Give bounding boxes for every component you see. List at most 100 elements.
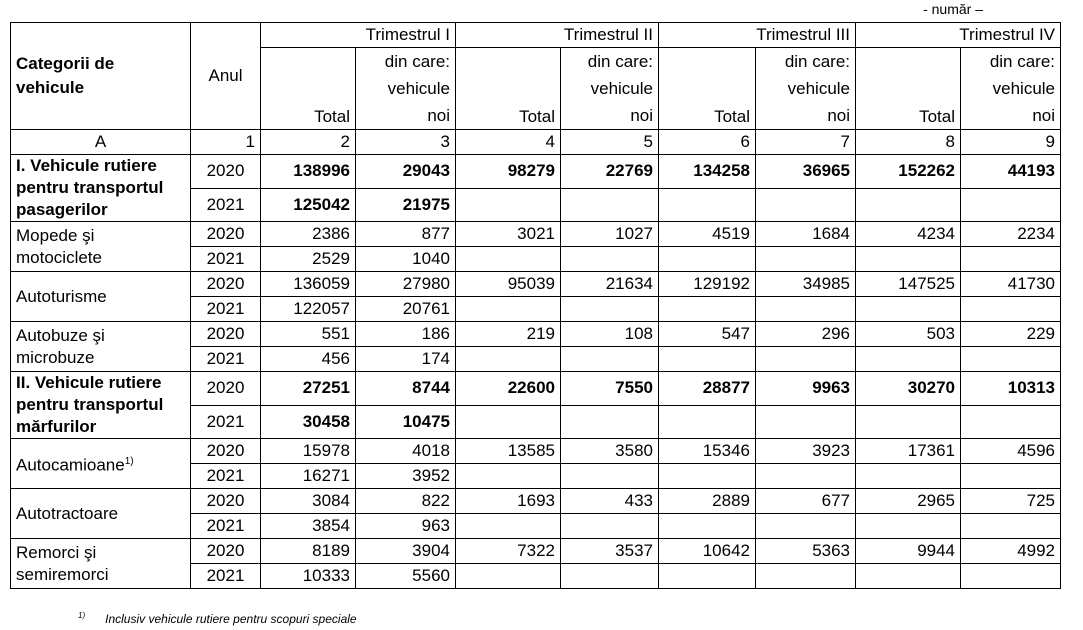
value-cell: 725 (960, 488, 1062, 514)
value-cell: 877 (355, 221, 456, 247)
value-cell: 1684 (754, 221, 857, 247)
value-cell (754, 563, 857, 589)
data-row: 2021 10333 5560 (11, 563, 1062, 589)
value-cell: 15978 (260, 438, 356, 464)
value-cell (658, 563, 756, 589)
value-cell: 7322 (455, 538, 561, 564)
data-row: 2021 125042 21975 (11, 187, 1062, 222)
category-text: Autotractoare (16, 503, 119, 523)
data-row: Autoturisme 2020 136059 27980 95039 21634 1291… (10, 271, 1062, 322)
value-cell (560, 404, 659, 439)
subheader: Total (260, 47, 356, 130)
value-cell (855, 346, 962, 372)
subheader: din care: vehicule noi (355, 47, 456, 130)
value-cell: 17361 (855, 438, 962, 464)
value-cell: 20761 (355, 296, 456, 322)
category-cell: Autobuze şi microbuze (10, 321, 191, 372)
value-cell: 2386 (260, 221, 356, 247)
value-cell: 3923 (754, 438, 857, 464)
value-cell (754, 346, 857, 372)
value-cell (455, 246, 561, 272)
year-cell: 2021 (190, 187, 261, 222)
value-cell: 456 (260, 346, 356, 372)
value-cell (560, 563, 659, 589)
value-cell: 13585 (455, 438, 561, 464)
value-cell: 1693 (455, 488, 561, 514)
value-cell (754, 296, 857, 322)
value-cell: 822 (355, 488, 456, 514)
data-row: 2021 30458 10475 (11, 404, 1062, 439)
value-cell: 29043 (355, 154, 456, 189)
value-cell (658, 296, 756, 322)
note-mark: 1) (124, 455, 134, 467)
value-cell (960, 563, 1062, 589)
value-cell: 10642 (658, 538, 756, 564)
index-cell: A (10, 129, 191, 155)
subheader: din care: vehicule noi (754, 47, 857, 130)
index-cell: 7 (754, 129, 857, 155)
value-cell: 4519 (658, 221, 756, 247)
value-cell (960, 463, 1062, 489)
value-cell: 503 (855, 321, 962, 347)
value-cell (754, 513, 857, 539)
value-cell (455, 346, 561, 372)
category-text: Autocamioane (16, 455, 125, 475)
value-cell (455, 563, 561, 589)
year-cell: 2021 (190, 563, 261, 589)
category-text: I. Vehicule rutiere pentru transportul p… (16, 156, 164, 219)
year-cell: 2021 (190, 346, 261, 372)
index-cell: 8 (855, 129, 962, 155)
value-cell (560, 346, 659, 372)
value-cell: 3854 (260, 513, 356, 539)
value-cell (960, 346, 1062, 372)
value-cell: 15346 (658, 438, 756, 464)
value-cell: 95039 (455, 271, 561, 297)
value-cell: 3904 (355, 538, 456, 564)
index-cell: 9 (960, 129, 1062, 155)
value-cell: 3952 (355, 463, 456, 489)
year-cell: 2020 (190, 271, 261, 297)
value-cell: 3084 (260, 488, 356, 514)
value-cell (960, 246, 1062, 272)
year-cell: 2021 (190, 296, 261, 322)
value-cell: 3021 (455, 221, 561, 247)
value-cell: 138996 (260, 154, 356, 189)
category-cell: Autoturisme (10, 271, 191, 322)
value-cell (855, 296, 962, 322)
value-cell (960, 296, 1062, 322)
year-cell: 2021 (190, 513, 261, 539)
subheader-row: Total din care: vehicule noi Total din care… (11, 47, 1062, 130)
value-cell (960, 404, 1062, 439)
value-cell (560, 463, 659, 489)
category-text: Autobuze şi microbuze (16, 325, 105, 367)
table-body: I. Vehicule rutiere pentru transportul p… (10, 154, 1062, 589)
subheader: Total (855, 47, 962, 130)
value-cell (754, 187, 857, 222)
data-table: Categorii de vehicule Anul Trimestrul I Tri… (10, 22, 1062, 589)
footnote: 1) Inclusiv vehicule rutiere pentru scopu… (78, 611, 357, 626)
value-cell: 547 (658, 321, 756, 347)
value-cell: 44193 (960, 154, 1062, 189)
value-cell (754, 463, 857, 489)
value-cell: 9944 (855, 538, 962, 564)
value-cell: 677 (754, 488, 857, 514)
quarter-header: Trimestrul III (657, 22, 857, 48)
value-cell: 2529 (260, 246, 356, 272)
data-row: Autocamioane1) 2020 15978 4018 13585 3580 1534… (10, 438, 1062, 489)
year-cell: 2020 (190, 371, 261, 406)
year-header: Anul (190, 22, 261, 130)
value-cell: 108 (560, 321, 659, 347)
footnote-mark: 1) (78, 611, 86, 620)
value-cell: 4234 (855, 221, 962, 247)
data-row: II. Vehicule rutiere pentru transportul … (10, 371, 1062, 439)
data-row: I. Vehicule rutiere pentru transportul p… (10, 154, 1062, 222)
value-cell (658, 513, 756, 539)
value-cell: 4596 (960, 438, 1062, 464)
value-cell: 122057 (260, 296, 356, 322)
value-cell: 3580 (560, 438, 659, 464)
year-cell: 2021 (190, 246, 261, 272)
category-cell: Autocamioane1) (10, 438, 191, 489)
value-cell (455, 296, 561, 322)
value-cell: 1027 (560, 221, 659, 247)
